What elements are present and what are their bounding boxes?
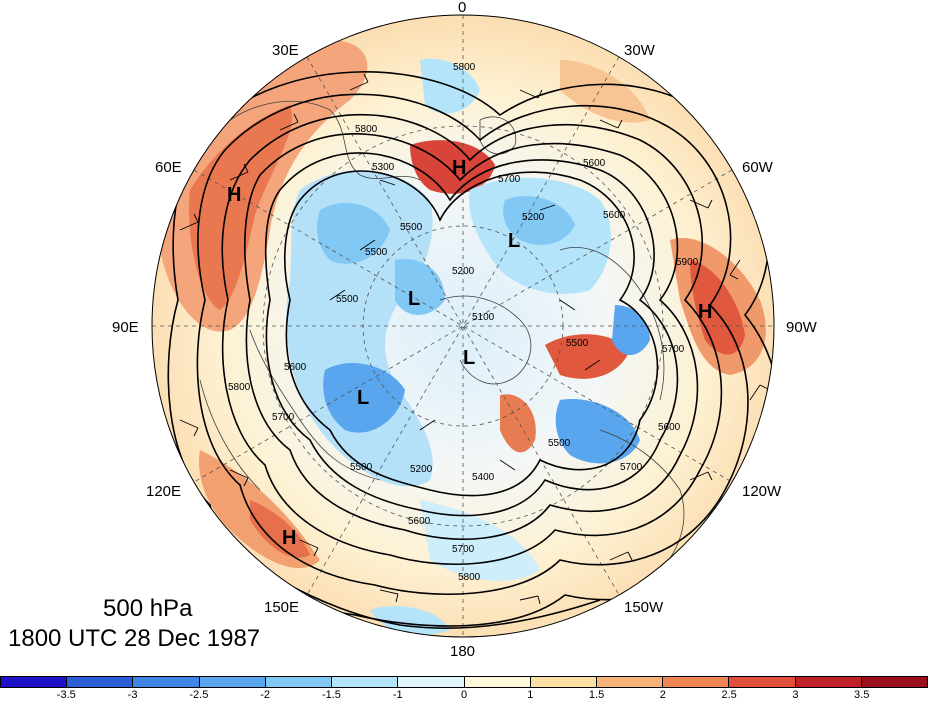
contour-label: 5500: [365, 247, 388, 258]
colorbar-swatch: [729, 677, 796, 687]
contour-label: 5700: [272, 412, 295, 423]
contour-label: 5700: [662, 344, 685, 355]
colorbar-tick-label: 1: [527, 689, 534, 701]
contour-label: 5900: [676, 257, 699, 268]
contour-label: 5800: [453, 62, 476, 73]
longitude-label-30w: 30W: [624, 42, 655, 59]
high-pressure-marker: H: [698, 301, 712, 323]
longitude-label-180: 180: [450, 643, 476, 660]
colorbar-tick-label: 3.5: [854, 689, 870, 701]
contour-label: 5700: [452, 544, 475, 555]
colorbar-tick-label: 0: [460, 689, 468, 701]
contour-label: 5600: [603, 210, 626, 221]
colorbar-swatch: [398, 677, 465, 687]
longitude-label-150w: 150W: [624, 599, 664, 616]
low-pressure-marker: L: [408, 288, 420, 310]
contour-label: 5200: [452, 266, 475, 277]
low-pressure-marker: L: [463, 347, 475, 369]
high-pressure-marker: H: [227, 184, 241, 206]
contour-label: 5600: [658, 422, 681, 433]
colorbar-tick-label: 2: [659, 689, 666, 701]
longitude-label-30e: 30E: [272, 42, 299, 59]
colorbar-tick-label: -2.5: [189, 689, 209, 701]
colorbar-swatch: [530, 677, 597, 687]
contour-label: 5500: [336, 294, 359, 305]
contour-label: 5100: [472, 312, 495, 323]
wind-barbs: [179, 73, 769, 605]
longitude-label-0: 0: [458, 0, 467, 16]
pressure-level-title: 500 hPa: [103, 595, 193, 622]
longitude-label-90e: 90E: [112, 319, 139, 336]
colorbar-tick-label: -2: [260, 689, 271, 701]
longitude-label-60w: 60W: [742, 159, 773, 176]
contour-label: 5400: [472, 472, 495, 483]
longitude-label-150e: 150E: [264, 599, 300, 616]
colorbar-swatch: [596, 677, 664, 687]
contour-label: 5600: [583, 158, 606, 169]
contour-label: 5300: [372, 162, 395, 173]
high-pressure-marker: H: [282, 527, 296, 549]
contour-label: 5800: [228, 382, 251, 393]
contour-label: 5200: [522, 212, 545, 223]
contour-label: 5600: [284, 362, 307, 373]
longitude-label-60e: 60E: [155, 159, 182, 176]
longitude-label-120e: 120E: [146, 483, 182, 500]
contour-label: 5500: [350, 462, 373, 473]
colorbar-tick-label: 1.5: [588, 689, 605, 701]
colorbar-swatch: [199, 677, 266, 687]
longitude-label-90w: 90W: [786, 319, 817, 336]
low-pressure-marker: L: [508, 230, 520, 252]
colorbar-swatch: [795, 677, 862, 687]
colorbar-swatch: [1, 677, 68, 687]
contour-label: 5500: [566, 338, 589, 349]
longitude-label-120w: 120W: [742, 483, 782, 500]
colorbar-tick-label: -1: [392, 689, 403, 701]
colorbar-tick-label: 3: [792, 689, 799, 701]
contour-label: 5700: [620, 462, 643, 473]
colorbar-swatch: [464, 677, 531, 687]
colorbar-swatch: [663, 677, 730, 687]
contour-label: 5200: [410, 464, 433, 475]
contour-label-group: 5800 5800 5700 5200 5200 5100 5300 5500 …: [228, 62, 699, 583]
colorbar-swatch: [133, 677, 200, 687]
contour-label: 5500: [400, 222, 423, 233]
contour-label: 5700: [498, 174, 521, 185]
colorbar-tick-label: 2.5: [721, 689, 737, 701]
pressure-system-markers: H H H H L L L L: [227, 157, 712, 549]
colorbar-tick-label: -1.5: [321, 689, 341, 701]
colorbar-swatch: [67, 677, 134, 687]
colorbar-tick-label: -3: [127, 689, 138, 701]
coastlines: [199, 100, 685, 571]
colorbar-swatch: [861, 677, 928, 687]
high-pressure-marker: H: [452, 157, 466, 179]
anomaly-shading: [152, 15, 774, 637]
contour-label: 5500: [548, 438, 571, 449]
contour-label: 5800: [458, 572, 481, 583]
contour-label: 5800: [355, 124, 378, 135]
map-boundary: [151, 14, 775, 638]
colorbar: [0, 676, 928, 688]
colorbar-tick-label: -3.5: [56, 689, 76, 701]
colorbar-swatch: [332, 677, 399, 687]
low-pressure-marker: L: [357, 387, 369, 409]
contour-label: 5600: [408, 516, 431, 527]
colorbar-swatch: [265, 677, 333, 687]
valid-time-title: 1800 UTC 28 Dec 1987: [8, 625, 261, 652]
